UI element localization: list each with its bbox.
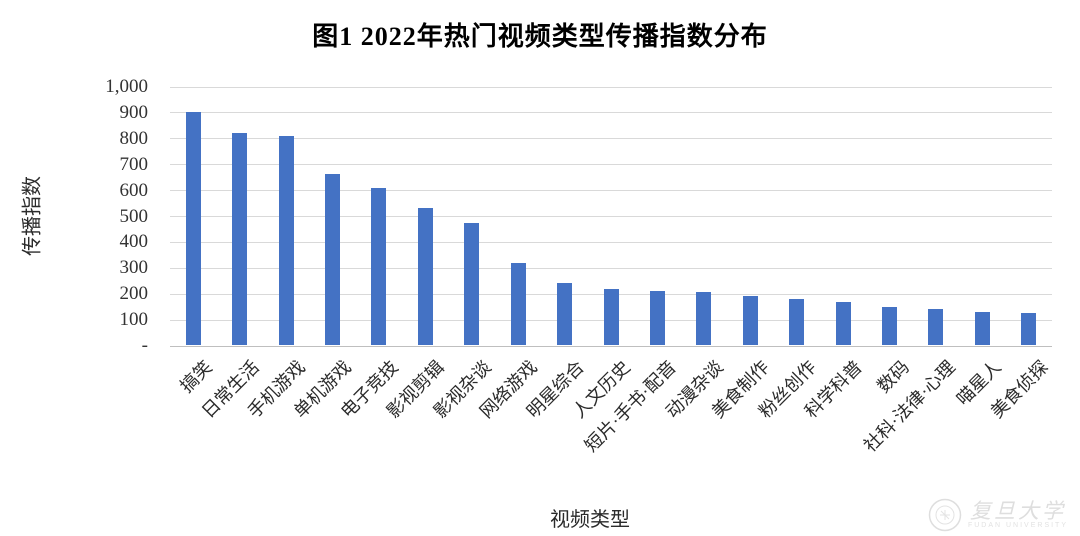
bar-18	[974, 312, 990, 345]
watermark-en: FUDAN UNIVERSITY	[967, 522, 1068, 529]
y-tick-label: 300	[119, 257, 149, 279]
bar-5	[371, 188, 387, 345]
y-axis-title-text: 传播指数	[21, 176, 44, 256]
bar-14	[789, 298, 805, 345]
gridline	[170, 86, 1052, 88]
bar-2	[232, 133, 248, 345]
y-tick-label: 400	[119, 231, 149, 253]
bar-10	[603, 288, 619, 345]
y-tick-label: 900	[119, 101, 149, 123]
y-tick-label: 700	[119, 153, 149, 175]
bar-12	[696, 291, 712, 345]
gridline	[170, 216, 1052, 217]
bar-7	[464, 222, 480, 345]
y-tick-label: -	[141, 335, 148, 356]
bar-3	[278, 136, 294, 345]
chart-title: 图1 2022年热门视频类型传播指数分布	[312, 22, 768, 51]
x-axis-title: 视频类型	[550, 509, 630, 531]
y-tick-label: 1,000	[105, 76, 148, 97]
plot-area	[170, 86, 1052, 347]
gridline	[170, 164, 1052, 166]
gridline	[170, 190, 1052, 192]
watermark-cn: 复旦大学	[969, 499, 1066, 523]
bar-1	[185, 111, 201, 345]
fudan-seal-icon	[928, 498, 962, 532]
gridline	[170, 267, 1052, 269]
watermark-text: 复旦大学 FUDAN UNIVERSITY	[968, 500, 1068, 530]
bar-17	[928, 309, 944, 345]
bar-11	[649, 291, 665, 345]
bar-4	[324, 174, 340, 345]
bar-16	[882, 306, 898, 345]
bar-13	[742, 295, 758, 345]
y-tick-label: 200	[119, 283, 149, 305]
bar-15	[835, 301, 851, 345]
gridline	[170, 241, 1052, 243]
y-tick-label: 600	[119, 179, 149, 201]
bar-6	[417, 207, 433, 345]
gridline	[170, 138, 1052, 140]
bar-8	[510, 263, 526, 345]
y-tick-label: 100	[119, 309, 149, 331]
y-tick-label: 800	[119, 127, 149, 149]
y-tick-label: 500	[119, 205, 149, 227]
watermark: 复旦大学 FUDAN UNIVERSITY	[928, 498, 1068, 532]
x-axis-line	[170, 345, 1052, 347]
bar-19	[1021, 313, 1037, 345]
bar-9	[557, 282, 573, 345]
gridline	[170, 112, 1052, 114]
